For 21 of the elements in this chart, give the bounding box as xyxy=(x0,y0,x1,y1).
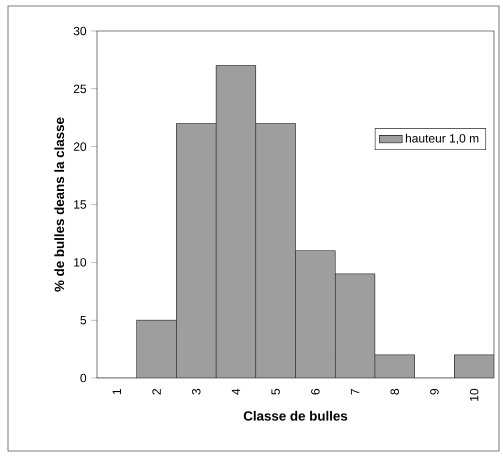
x-tick-label: 8 xyxy=(390,388,400,395)
y-axis-title: % de bulles deans la classe xyxy=(54,118,64,292)
x-tick-label: 5 xyxy=(271,388,280,395)
x-tick-label: 10 xyxy=(470,388,478,401)
y-tick-label: 15 xyxy=(74,200,86,209)
legend-label: hauteur 1,0 m xyxy=(406,134,478,144)
bar xyxy=(454,354,494,378)
x-axis-title: Classe de bulles xyxy=(244,410,348,421)
y-tick-label: 5 xyxy=(80,316,86,324)
x-tick-label: 9 xyxy=(430,388,439,395)
y-tick-label: 10 xyxy=(74,258,86,267)
x-tick-label: 7 xyxy=(350,389,360,394)
y-tick-label: 30 xyxy=(74,26,86,36)
x-tick-label: 2 xyxy=(152,389,161,394)
y-tick-label: 0 xyxy=(80,374,86,382)
x-tick-label: 1 xyxy=(112,388,121,394)
y-tick-label: 20 xyxy=(74,142,86,151)
y-tick-label: 25 xyxy=(74,84,86,94)
x-tick-label: 4 xyxy=(232,388,240,395)
x-tick-label: 6 xyxy=(311,388,320,394)
x-tick-label: 3 xyxy=(192,388,201,395)
